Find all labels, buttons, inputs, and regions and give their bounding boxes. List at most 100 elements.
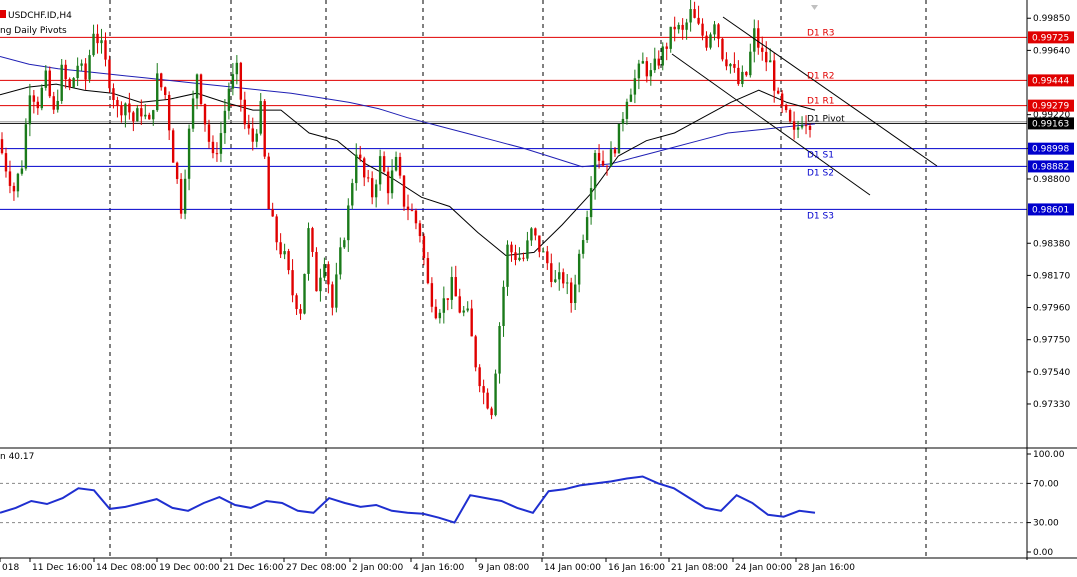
pivot-price-tag: 0.99163 [1032,119,1069,129]
bull-candle [593,152,597,189]
bull-candle [558,272,561,280]
bull-candle [621,118,625,124]
pivot-price-tag-bg [1028,142,1074,155]
bull-candle [518,257,521,260]
bear-candle [745,71,748,76]
price-tick-label: 0.97330 [1033,400,1070,410]
price-panel[interactable]: D1 R3 D1 R2 D1 R1 D1 Pivot D1 S1 D1 S2 D1 S3 [0,0,1027,558]
time-tick-label: 21 Dec 16:00 [223,563,284,573]
bear-candle [104,40,107,60]
bear-candle [148,114,151,120]
bear-candle [705,35,708,48]
price-tick-label: 0.97960 [1033,304,1070,314]
pivot-price-tag-bg [1028,31,1074,44]
bull-candle [195,74,199,99]
time-tick-label: 27 Dec 08:00 [286,563,347,573]
pivot-label: D1 S2 [807,168,834,178]
time-tick-label: 21 Jan 08:00 [671,563,728,573]
bull-candle [661,46,664,66]
bear-candle [382,156,386,172]
pivot-price-tag: 0.99444 [1032,76,1069,86]
bull-candle [800,125,804,128]
bull-candle [88,55,91,80]
bull-candle [585,217,589,241]
bull-candle [374,184,378,198]
bull-candle [283,251,286,255]
bear-candle [239,62,243,100]
time-tick-label: 11 Dec 16:00 [32,563,93,573]
bear-candle [4,153,8,172]
time-tick-label: 2 Jan 00:00 [352,563,404,573]
bull-candle [581,240,585,254]
bear-candle [721,38,724,60]
bull-candle [450,277,453,300]
price-tick-label: 0.98380 [1033,239,1070,249]
bear-candle [327,264,330,285]
bull-candle [633,78,637,95]
bear-candle [454,277,457,297]
bear-candle [402,175,406,207]
bull-candle [323,264,326,278]
bear-candle [215,153,219,155]
bear-candle [295,295,298,310]
bear-candle [84,63,87,80]
bear-candle [116,100,119,106]
rsi-panel[interactable] [0,475,1027,524]
bear-candle [207,124,211,142]
pivot-label: D1 Pivot [807,114,845,124]
bull-candle [28,95,32,125]
rsi-label: n 40.17 [0,452,34,462]
bear-candle [761,47,764,52]
bear-candle [470,308,473,337]
time-tick-label: 24 Jan 00:00 [735,563,792,573]
pivot-price-tag-bg [1028,117,1074,130]
bear-candle [0,139,4,154]
bear-candle [414,210,418,224]
bull-candle [307,228,310,274]
bull-candle [223,110,227,134]
price-tick-label: 0.98800 [1033,175,1070,185]
bull-candle [506,244,509,287]
pivot-label: D1 R1 [807,97,835,107]
bull-candle [152,110,155,120]
bull-candle [394,156,398,171]
bull-candle [494,373,497,416]
bear-candle [203,103,207,125]
bear-candle [398,156,402,176]
price-tick-label: 0.97540 [1033,368,1070,378]
pivot-labels: D1 R3 D1 R2 D1 R1 D1 Pivot D1 S1 D1 S2 D1 S3 [807,28,845,221]
bull-candle [191,98,195,129]
bull-candle [438,312,442,319]
bear-candle [673,26,676,30]
bear-candle [780,93,784,105]
bull-candle [753,28,756,52]
bull-candle [144,114,147,117]
bull-candle [80,63,83,66]
bull-candle [709,34,712,48]
bull-candle [40,87,44,109]
price-tick-label: 0.99640 [1033,46,1070,56]
rsi-line-layer [0,475,816,524]
bear-candle [48,70,51,97]
bear-candle [263,101,266,157]
bear-candle [167,94,171,131]
bear-candle [422,236,426,259]
bear-candle [482,386,485,393]
bear-candle [8,171,12,186]
chart-shift-marker-icon[interactable] [811,5,818,10]
bull-candle [466,308,469,311]
bear-candle [120,105,123,116]
bear-candle [199,74,203,104]
price-tick-label: 0.97750 [1033,336,1070,346]
bear-candle [211,141,215,154]
indicator-label: ng Daily Pivots [0,26,67,36]
price-tick-label: 0.98170 [1033,271,1070,281]
rsi-axis: 100.00 70.00 30.00 0.00 [1027,450,1065,558]
bear-candle [406,206,410,211]
bear-candle [271,209,274,217]
bear-candle [287,251,290,271]
bull-candle [649,70,653,77]
bull-candle [339,247,342,275]
pivot-price-tag-bg [1028,99,1074,112]
